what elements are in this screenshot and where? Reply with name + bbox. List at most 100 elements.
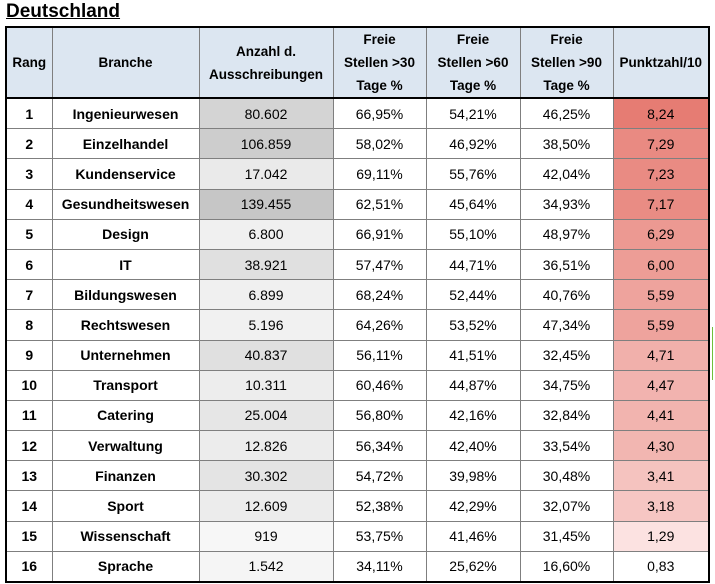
cell-branche[interactable]: Einzelhandel	[51, 128, 200, 160]
cell-freie60[interactable]: 55,76%	[425, 158, 521, 190]
cell-freie30[interactable]: 34,11%	[332, 550, 427, 583]
cell-rang[interactable]: 11	[5, 399, 53, 432]
cell-freie90[interactable]: 36,51%	[519, 248, 614, 281]
header-freie60[interactable]: Freie Stellen >60 Tage %	[425, 26, 521, 99]
cell-rang[interactable]: 3	[5, 158, 53, 190]
header-rang[interactable]: Rang	[5, 26, 53, 99]
cell-anzahl[interactable]: 6.899	[198, 279, 334, 311]
cell-punktzahl[interactable]: 3,41	[612, 460, 710, 492]
cell-punktzahl[interactable]: 1,29	[612, 520, 710, 552]
cell-punktzahl[interactable]: 6,00	[612, 248, 710, 281]
cell-freie30[interactable]: 66,91%	[332, 218, 427, 250]
cell-branche[interactable]: Catering	[51, 399, 200, 432]
cell-freie60[interactable]: 54,21%	[425, 97, 521, 130]
cell-punktzahl[interactable]: 0,83	[612, 550, 710, 583]
cell-freie90[interactable]: 38,50%	[519, 128, 614, 160]
cell-freie30[interactable]: 52,38%	[332, 490, 427, 522]
cell-rang[interactable]: 14	[5, 490, 53, 522]
cell-rang[interactable]: 10	[5, 369, 53, 401]
cell-branche[interactable]: Transport	[51, 369, 200, 401]
cell-freie30[interactable]: 56,34%	[332, 430, 427, 462]
cell-anzahl[interactable]: 139.455	[198, 188, 334, 220]
cell-freie60[interactable]: 53,52%	[425, 309, 521, 341]
cell-freie30[interactable]: 66,95%	[332, 97, 427, 130]
cell-freie60[interactable]: 52,44%	[425, 279, 521, 311]
cell-punktzahl[interactable]: 7,29	[612, 128, 710, 160]
cell-punktzahl[interactable]: 4,41	[612, 399, 710, 432]
cell-freie30[interactable]: 57,47%	[332, 248, 427, 281]
cell-freie90[interactable]: 32,07%	[519, 490, 614, 522]
cell-punktzahl[interactable]: 8,24	[612, 97, 710, 130]
cell-branche[interactable]: Finanzen	[51, 460, 200, 492]
cell-rang[interactable]: 15	[5, 520, 53, 552]
cell-punktzahl[interactable]: 4,71	[612, 339, 710, 371]
cell-freie60[interactable]: 42,40%	[425, 430, 521, 462]
header-freie90[interactable]: Freie Stellen >90 Tage %	[519, 26, 614, 99]
cell-freie90[interactable]: 40,76%	[519, 279, 614, 311]
cell-freie30[interactable]: 69,11%	[332, 158, 427, 190]
cell-rang[interactable]: 8	[5, 309, 53, 341]
cell-freie60[interactable]: 55,10%	[425, 218, 521, 250]
cell-branche[interactable]: Rechtswesen	[51, 309, 200, 341]
cell-freie30[interactable]: 64,26%	[332, 309, 427, 341]
cell-freie90[interactable]: 32,45%	[519, 339, 614, 371]
cell-anzahl[interactable]: 919	[198, 520, 334, 552]
cell-branche[interactable]: Sprache	[51, 550, 200, 583]
cell-branche[interactable]: IT	[51, 248, 200, 281]
cell-branche[interactable]: Kundenservice	[51, 158, 200, 190]
cell-punktzahl[interactable]: 7,17	[612, 188, 710, 220]
cell-punktzahl[interactable]: 3,18	[612, 490, 710, 522]
header-branche[interactable]: Branche	[51, 26, 200, 99]
cell-punktzahl[interactable]: 5,59	[612, 309, 710, 341]
cell-freie90[interactable]: 30,48%	[519, 460, 614, 492]
cell-freie90[interactable]: 31,45%	[519, 520, 614, 552]
cell-freie90[interactable]: 42,04%	[519, 158, 614, 190]
cell-branche[interactable]: Wissenschaft	[51, 520, 200, 552]
cell-anzahl[interactable]: 6.800	[198, 218, 334, 250]
cell-freie90[interactable]: 32,84%	[519, 399, 614, 432]
cell-branche[interactable]: Gesundheitswesen	[51, 188, 200, 220]
cell-anzahl[interactable]: 106.859	[198, 128, 334, 160]
header-punktzahl[interactable]: Punktzahl/10	[612, 26, 710, 99]
cell-freie60[interactable]: 41,51%	[425, 339, 521, 371]
cell-punktzahl[interactable]: 4,30	[612, 430, 710, 462]
cell-branche[interactable]: Sport	[51, 490, 200, 522]
cell-freie60[interactable]: 45,64%	[425, 188, 521, 220]
cell-anzahl[interactable]: 38.921	[198, 248, 334, 281]
cell-freie60[interactable]: 41,46%	[425, 520, 521, 552]
cell-branche[interactable]: Ingenieurwesen	[51, 97, 200, 130]
cell-freie90[interactable]: 34,75%	[519, 369, 614, 401]
cell-rang[interactable]: 12	[5, 430, 53, 462]
cell-freie30[interactable]: 68,24%	[332, 279, 427, 311]
cell-branche[interactable]: Unternehmen	[51, 339, 200, 371]
cell-rang[interactable]: 7	[5, 279, 53, 311]
cell-rang[interactable]: 2	[5, 128, 53, 160]
cell-freie90[interactable]: 47,34%	[519, 309, 614, 341]
cell-freie30[interactable]: 56,11%	[332, 339, 427, 371]
cell-freie90[interactable]: 33,54%	[519, 430, 614, 462]
cell-freie30[interactable]: 56,80%	[332, 399, 427, 432]
cell-anzahl[interactable]: 17.042	[198, 158, 334, 190]
cell-punktzahl[interactable]: 4,47	[612, 369, 710, 401]
cell-anzahl[interactable]: 10.311	[198, 369, 334, 401]
cell-punktzahl[interactable]: 6,29	[612, 218, 710, 250]
cell-freie30[interactable]: 62,51%	[332, 188, 427, 220]
cell-freie30[interactable]: 54,72%	[332, 460, 427, 492]
cell-branche[interactable]: Verwaltung	[51, 430, 200, 462]
cell-anzahl[interactable]: 30.302	[198, 460, 334, 492]
cell-anzahl[interactable]: 12.826	[198, 430, 334, 462]
header-freie30[interactable]: Freie Stellen >30 Tage %	[332, 26, 427, 99]
cell-branche[interactable]: Bildungswesen	[51, 279, 200, 311]
cell-freie60[interactable]: 44,87%	[425, 369, 521, 401]
cell-freie60[interactable]: 46,92%	[425, 128, 521, 160]
cell-anzahl[interactable]: 12.609	[198, 490, 334, 522]
cell-anzahl[interactable]: 1.542	[198, 550, 334, 583]
cell-freie90[interactable]: 34,93%	[519, 188, 614, 220]
cell-anzahl[interactable]: 40.837	[198, 339, 334, 371]
cell-rang[interactable]: 5	[5, 218, 53, 250]
cell-rang[interactable]: 16	[5, 550, 53, 583]
cell-rang[interactable]: 6	[5, 248, 53, 281]
cell-freie30[interactable]: 58,02%	[332, 128, 427, 160]
cell-freie60[interactable]: 44,71%	[425, 248, 521, 281]
cell-anzahl[interactable]: 5.196	[198, 309, 334, 341]
